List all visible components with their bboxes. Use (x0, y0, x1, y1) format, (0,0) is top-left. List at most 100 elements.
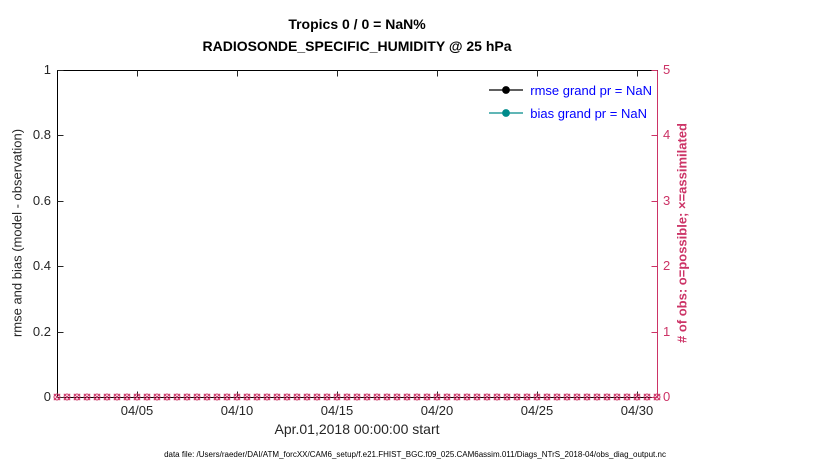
obs-possible-marker (133, 393, 141, 401)
obs-possible-marker (453, 393, 461, 401)
obs-possible-marker (473, 393, 481, 401)
left-axis-label: rmse and bias (model - observation) (9, 128, 25, 338)
legend-label: bias grand pr = NaN (530, 105, 647, 121)
obs-assimilated-marker (163, 393, 171, 401)
obs-possible-marker (323, 393, 331, 401)
obs-assimilated-marker (203, 393, 211, 401)
obs-assimilated-marker (563, 393, 571, 401)
obs-assimilated-marker (183, 393, 191, 401)
obs-possible-marker (253, 393, 261, 401)
obs-assimilated-marker (193, 393, 201, 401)
obs-assimilated-marker (333, 393, 341, 401)
obs-assimilated-marker (623, 393, 631, 401)
obs-possible-marker (313, 393, 321, 401)
obs-possible-marker (513, 393, 521, 401)
obs-possible-marker (83, 393, 91, 401)
data-file-caption: data file: /Users/raeder/DAI/ATM_forcXX/… (164, 450, 666, 459)
obs-possible-marker (493, 393, 501, 401)
obs-assimilated-marker (503, 393, 511, 401)
obs-possible-marker (203, 393, 211, 401)
obs-assimilated-marker (53, 393, 61, 401)
obs-possible-marker (543, 393, 551, 401)
obs-possible-marker (183, 393, 191, 401)
obs-possible-marker (263, 393, 271, 401)
y-left-tick-label: 0.8 (32, 127, 51, 142)
obs-possible-marker (413, 393, 421, 401)
obs-possible-marker (503, 393, 511, 401)
y-left-tick-label: 0.2 (32, 324, 51, 339)
obs-possible-marker (243, 393, 251, 401)
obs-possible-marker (333, 393, 341, 401)
obs-assimilated-marker (403, 393, 411, 401)
obs-possible-marker (433, 393, 441, 401)
y-right-tick-label: 2 (663, 258, 671, 273)
obs-possible-marker (303, 393, 311, 401)
obs-possible-marker (63, 393, 71, 401)
obs-possible-marker (93, 393, 101, 401)
obs-possible-marker (53, 393, 61, 401)
obs-assimilated-marker (233, 393, 241, 401)
obs-possible-marker (193, 393, 201, 401)
obs-assimilated-marker (143, 393, 151, 401)
obs-assimilated-marker (223, 393, 231, 401)
obs-possible-marker (143, 393, 151, 401)
obs-assimilated-marker (253, 393, 261, 401)
obs-assimilated-marker (263, 393, 271, 401)
obs-possible-marker (603, 393, 611, 401)
obs-count-markers (53, 393, 661, 401)
legend-item: rmse grand pr = NaN (489, 80, 652, 100)
chart-subtitle: RADIOSONDE_SPECIFIC_HUMIDITY @ 25 hPa (202, 38, 512, 54)
legend-item: bias grand pr = NaN (489, 103, 652, 123)
obs-possible-marker (523, 393, 531, 401)
obs-assimilated-marker (493, 393, 501, 401)
obs-assimilated-marker (653, 393, 661, 401)
obs-assimilated-marker (363, 393, 371, 401)
obs-possible-marker (533, 393, 541, 401)
y-right-tick-label: 5 (663, 62, 671, 77)
obs-possible-marker (73, 393, 81, 401)
y-right-tick-label: 4 (663, 127, 671, 142)
obs-assimilated-marker (283, 393, 291, 401)
obs-possible-marker (593, 393, 601, 401)
obs-assimilated-marker (603, 393, 611, 401)
obs-assimilated-marker (83, 393, 91, 401)
obs-assimilated-marker (63, 393, 71, 401)
obs-assimilated-marker (73, 393, 81, 401)
obs-assimilated-marker (573, 393, 581, 401)
obs-assimilated-marker (393, 393, 401, 401)
legend-line-marker (489, 86, 524, 94)
obs-assimilated-marker (533, 393, 541, 401)
obs-possible-marker (633, 393, 641, 401)
legend-label: rmse grand pr = NaN (530, 82, 652, 98)
obs-assimilated-marker (633, 393, 641, 401)
y-left-tick-label: 0 (43, 389, 51, 404)
obs-assimilated-marker (473, 393, 481, 401)
obs-possible-marker (643, 393, 651, 401)
obs-assimilated-marker (613, 393, 621, 401)
obs-assimilated-marker (483, 393, 491, 401)
obs-possible-marker (273, 393, 281, 401)
obs-assimilated-marker (373, 393, 381, 401)
legend: rmse grand pr = NaN bias grand pr = NaN (489, 80, 652, 123)
x-tick-label: 04/20 (420, 403, 454, 418)
obs-assimilated-marker (323, 393, 331, 401)
obs-possible-marker (233, 393, 241, 401)
obs-assimilated-marker (303, 393, 311, 401)
obs-possible-marker (383, 393, 391, 401)
obs-possible-marker (223, 393, 231, 401)
obs-assimilated-marker (413, 393, 421, 401)
right-axis-label: # of obs: o=possible; ×=assimilated (674, 123, 690, 343)
obs-assimilated-marker (513, 393, 521, 401)
obs-possible-marker (583, 393, 591, 401)
x-tick-label: 04/05 (120, 403, 154, 418)
x-tick-label: 04/25 (520, 403, 554, 418)
obs-possible-marker (123, 393, 131, 401)
obs-possible-marker (403, 393, 411, 401)
y-left-tick-label: 0.4 (32, 258, 51, 273)
obs-possible-marker (443, 393, 451, 401)
obs-possible-marker (573, 393, 581, 401)
legend-line-marker (489, 109, 524, 117)
obs-assimilated-marker (243, 393, 251, 401)
obs-possible-marker (623, 393, 631, 401)
obs-assimilated-marker (453, 393, 461, 401)
